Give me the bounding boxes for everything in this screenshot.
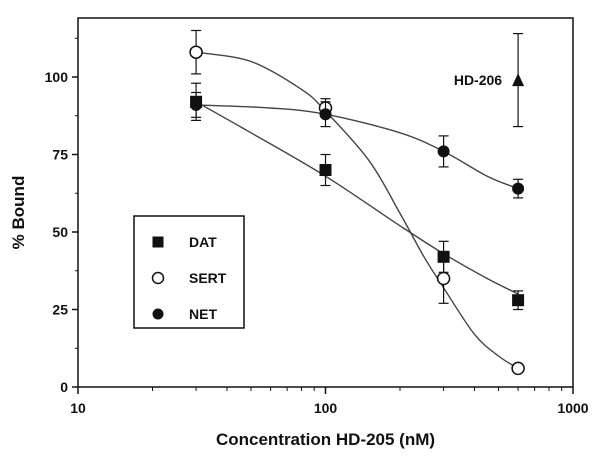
chart-axes: 0 25 50 75 100 10 100 1000 xyxy=(45,17,589,416)
fit-curve-dat xyxy=(195,101,519,295)
point-sert xyxy=(436,271,451,286)
x-tick-label: 1000 xyxy=(557,400,588,416)
point-sert xyxy=(511,361,525,376)
point-net xyxy=(190,98,203,111)
legend-label-net: NET xyxy=(189,306,217,322)
fit-curve-sert xyxy=(195,51,519,369)
y-tick-label: 100 xyxy=(45,69,69,85)
data-points xyxy=(189,29,525,376)
point-net xyxy=(512,182,525,195)
x-tick-label: 10 xyxy=(70,400,86,416)
x-tick-label: 100 xyxy=(314,400,338,416)
legend-label-sert: SERT xyxy=(189,270,227,286)
point-dat xyxy=(512,294,525,307)
legend-marker-dat xyxy=(152,236,164,248)
point-net xyxy=(437,145,450,158)
legend-box xyxy=(133,215,245,329)
fit-curve-net xyxy=(196,104,519,190)
legend-marker-net xyxy=(152,308,164,320)
legend-marker-sert xyxy=(151,271,165,285)
point-sert xyxy=(189,45,203,59)
point-dat xyxy=(319,164,332,176)
fit-curves xyxy=(195,51,519,369)
y-axis-title: % Bound xyxy=(9,176,28,250)
x-axis-title: Concentration HD-205 (nM) xyxy=(216,430,435,449)
legend-label-dat: DAT xyxy=(189,234,217,250)
y-tick-label: 25 xyxy=(52,302,68,318)
y-tick-label: 75 xyxy=(52,147,68,163)
legend: DAT SERT NET xyxy=(133,215,245,329)
point-hd-206 xyxy=(512,73,525,87)
point-net xyxy=(319,108,332,121)
y-tick-label: 0 xyxy=(60,379,68,395)
annotation-hd206: HD-206 xyxy=(454,72,502,88)
y-tick-label: 50 xyxy=(52,224,68,240)
